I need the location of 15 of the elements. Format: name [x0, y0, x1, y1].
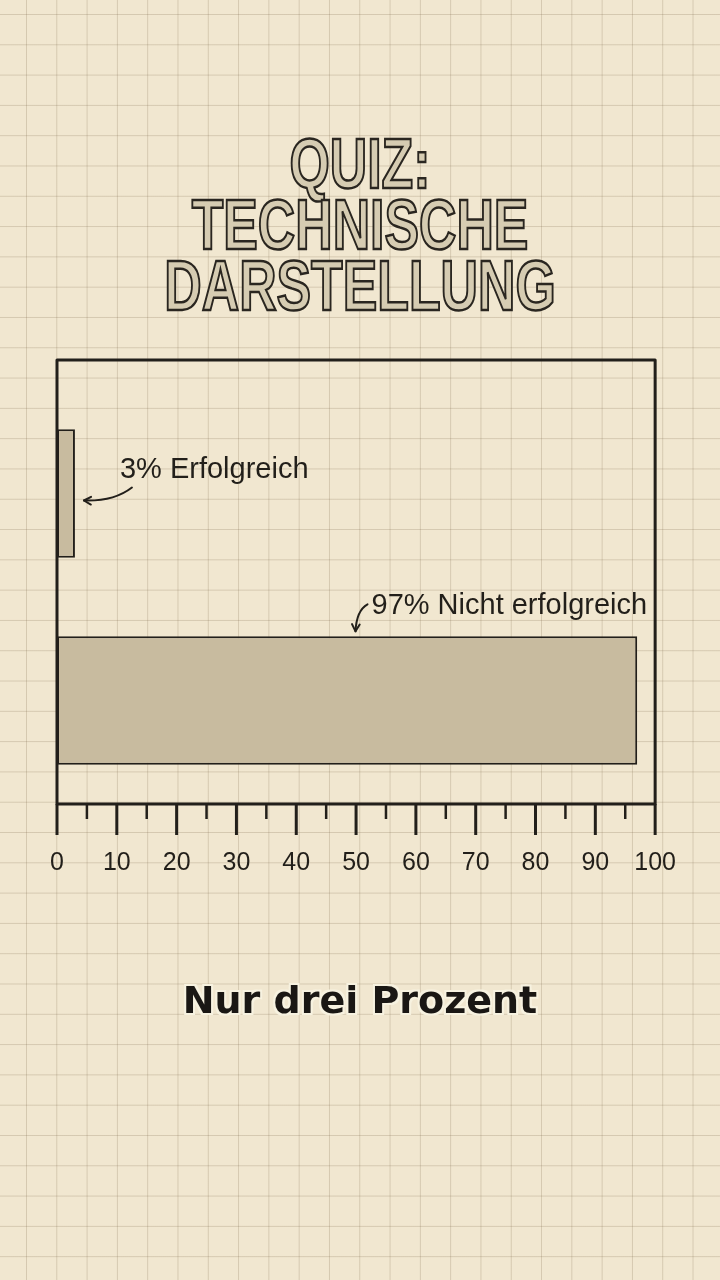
- chart-title: QUIZ: TECHNISCHE DARSTELLUNG: [163, 125, 557, 325]
- x-tick-label: 60: [401, 846, 430, 875]
- data-label: 3% Erfolgreich: [119, 451, 309, 484]
- x-tick-label: 70: [461, 846, 490, 875]
- data-label: 97% Nicht erfolgreich: [371, 588, 648, 621]
- x-tick-label: 50: [342, 846, 370, 875]
- x-tick-label: 30: [222, 846, 251, 875]
- x-tick-label: 0: [50, 846, 64, 875]
- x-tick-label: 90: [581, 846, 610, 875]
- x-tick-label: 40: [282, 846, 311, 875]
- x-tick-label: 80: [521, 846, 550, 875]
- x-tick-label: 20: [162, 846, 191, 875]
- text: Nur drei Prozent: [181, 977, 539, 1024]
- x-tick-label: 100: [634, 846, 676, 875]
- x-tick-label: 10: [102, 846, 131, 875]
